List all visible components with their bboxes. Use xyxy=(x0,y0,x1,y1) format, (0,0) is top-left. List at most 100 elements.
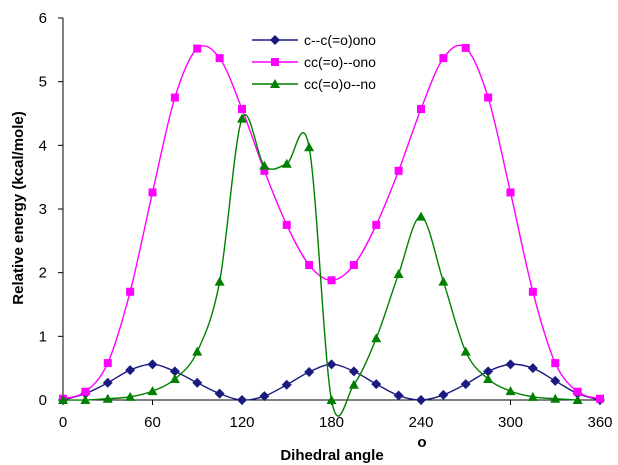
data-point xyxy=(126,287,135,296)
y-tick-label: 5 xyxy=(39,74,47,91)
data-point xyxy=(483,373,494,383)
y-axis-ticks: 0 1 2 3 4 5 6 xyxy=(39,10,63,409)
series-layer xyxy=(58,43,605,417)
data-point xyxy=(527,363,538,374)
data-point xyxy=(550,393,561,403)
y-axis-title: Relative energy (kcal/mole) xyxy=(10,111,27,304)
legend-label: cc(=o)o--no xyxy=(304,76,376,92)
data-point xyxy=(215,54,224,63)
data-point xyxy=(81,387,90,396)
data-point xyxy=(460,346,471,356)
data-point xyxy=(102,393,113,403)
data-point xyxy=(326,395,337,404)
data-point xyxy=(259,160,270,170)
data-point xyxy=(505,359,516,370)
data-point xyxy=(169,373,180,383)
legend-item: c--c(=o)ono xyxy=(252,32,376,48)
data-point xyxy=(327,276,336,285)
data-point xyxy=(393,390,404,401)
data-point xyxy=(528,287,537,296)
data-point xyxy=(193,44,202,53)
data-point xyxy=(371,333,382,343)
data-point xyxy=(484,93,493,102)
series-line xyxy=(62,114,578,417)
data-point xyxy=(170,93,179,102)
data-point xyxy=(550,375,561,386)
legend-label: cc(=o)--ono xyxy=(304,54,376,70)
x-tick-label: 0 xyxy=(59,414,67,431)
data-point xyxy=(147,386,158,396)
x-axis-title-superscript: o xyxy=(417,434,426,451)
x-axis-title: Dihedral angle xyxy=(280,447,383,464)
legend-item: cc(=o)--ono xyxy=(252,54,376,70)
legend-marker xyxy=(270,35,280,45)
data-point xyxy=(304,142,315,152)
data-point xyxy=(80,395,91,404)
x-axis-title-text: Dihedral angle xyxy=(280,447,383,464)
data-point xyxy=(439,54,448,63)
data-point xyxy=(371,379,382,390)
y-tick-label: 0 xyxy=(39,392,47,409)
data-point xyxy=(417,105,425,114)
data-point xyxy=(573,387,582,396)
data-point xyxy=(305,261,314,270)
series-2 xyxy=(59,43,604,403)
data-point xyxy=(348,379,359,389)
data-point xyxy=(393,268,404,278)
data-point xyxy=(438,276,449,286)
data-point xyxy=(282,220,291,229)
series-line xyxy=(62,44,601,400)
data-point xyxy=(148,188,157,197)
data-point xyxy=(304,366,315,377)
data-point xyxy=(551,359,560,368)
x-tick-label: 240 xyxy=(408,414,433,431)
data-point xyxy=(506,188,515,197)
x-tick-label: 60 xyxy=(144,414,161,431)
data-point xyxy=(460,379,471,390)
data-point xyxy=(237,113,247,123)
legend-marker xyxy=(270,79,280,88)
series-3 xyxy=(58,113,583,417)
data-point xyxy=(238,105,246,114)
data-point xyxy=(259,391,270,402)
data-point xyxy=(438,389,449,400)
data-point xyxy=(461,43,470,52)
data-point xyxy=(125,365,136,376)
data-point xyxy=(281,379,292,390)
legend-item: cc(=o)o--no xyxy=(252,76,376,92)
y-tick-label: 4 xyxy=(39,137,47,154)
x-tick-label: 180 xyxy=(319,414,344,431)
data-point xyxy=(572,395,583,404)
data-point xyxy=(192,377,203,388)
data-point xyxy=(237,395,247,405)
y-tick-label: 1 xyxy=(39,328,47,345)
y-tick-label: 2 xyxy=(39,265,47,282)
x-tick-label: 120 xyxy=(229,414,254,431)
x-tick-label: 300 xyxy=(498,414,523,431)
y-tick-label: 6 xyxy=(39,10,47,27)
legend-marker xyxy=(271,58,279,66)
data-point xyxy=(103,359,112,368)
data-point xyxy=(58,395,68,404)
data-point xyxy=(416,395,426,405)
data-point xyxy=(326,359,337,370)
series-1 xyxy=(58,359,605,405)
data-point xyxy=(483,366,494,377)
x-tick-label: 360 xyxy=(587,414,612,431)
legend: c--c(=o)ono cc(=o)--ono cc(=o)o--no xyxy=(252,32,376,92)
data-point xyxy=(416,211,426,221)
data-point xyxy=(102,377,113,388)
plot-area: 0 60 120 180 240 300 360 0 1 2 3 4 5 6 xyxy=(39,10,613,431)
data-point xyxy=(192,346,203,356)
data-point xyxy=(147,359,158,370)
x-axis-ticks: 0 60 120 180 240 300 360 xyxy=(59,400,613,431)
data-point xyxy=(125,391,136,401)
data-point xyxy=(527,391,538,401)
data-point xyxy=(169,366,180,377)
legend-label: c--c(=o)ono xyxy=(304,32,376,48)
data-point xyxy=(596,394,604,403)
data-point xyxy=(348,366,359,377)
data-point xyxy=(214,276,225,286)
y-tick-label: 3 xyxy=(39,201,47,218)
